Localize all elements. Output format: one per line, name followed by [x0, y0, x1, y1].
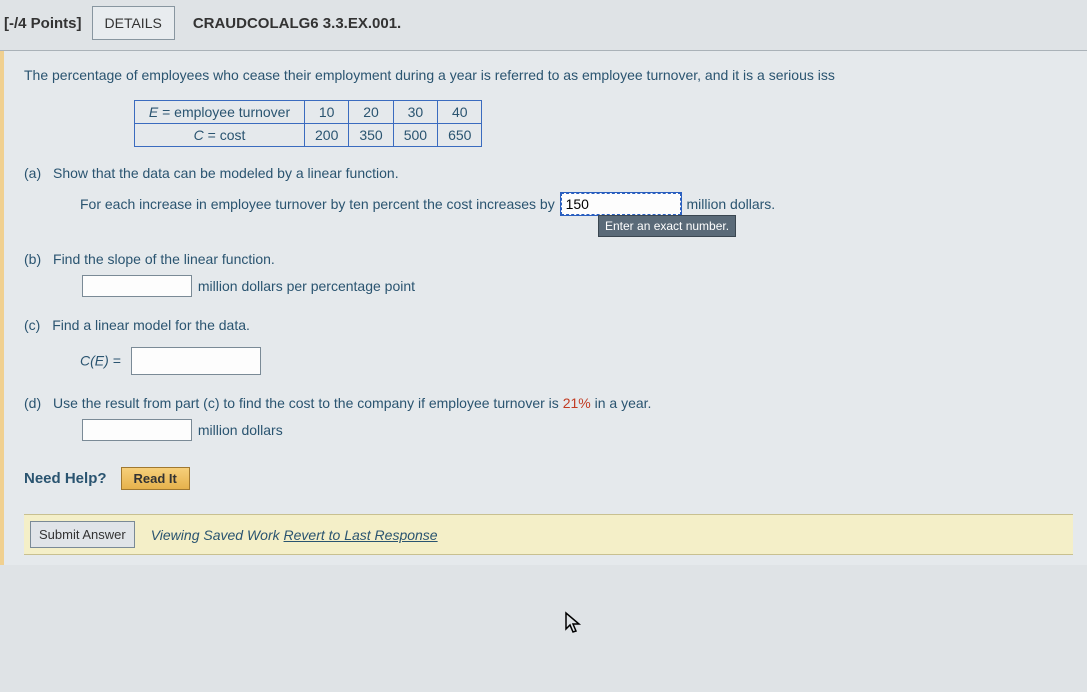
- part-a: (a) Show that the data can be modeled by…: [24, 165, 1073, 215]
- part-c-input[interactable]: [131, 347, 261, 375]
- table-row: C = cost 200 350 500 650: [135, 124, 482, 147]
- footer-bar: Submit Answer Viewing Saved Work Revert …: [24, 514, 1073, 555]
- table-cell: 200: [305, 124, 349, 147]
- question-content: The percentage of employees who cease th…: [0, 51, 1087, 565]
- part-d-text-post: in a year.: [591, 395, 652, 411]
- part-a-sentence-post: million dollars.: [686, 196, 775, 212]
- part-b: (b) Find the slope of the linear functio…: [24, 251, 1073, 297]
- part-b-input[interactable]: [82, 275, 192, 297]
- viewing-saved-work: Viewing Saved Work Revert to Last Respon…: [151, 527, 438, 543]
- revert-link[interactable]: Revert to Last Response: [284, 527, 438, 543]
- table-cell: 30: [393, 101, 437, 124]
- part-b-text: Find the slope of the linear function.: [53, 251, 275, 267]
- part-c-label: (c): [24, 317, 40, 333]
- table-cell: 350: [349, 124, 393, 147]
- cursor-icon: [564, 611, 584, 641]
- table-cell: 650: [438, 124, 482, 147]
- part-d: (d) Use the result from part (c) to find…: [24, 395, 1073, 441]
- part-b-unit: million dollars per percentage point: [198, 278, 415, 294]
- part-c-lhs: C(E) =: [80, 353, 121, 369]
- table-cell: 500: [393, 124, 437, 147]
- part-a-input[interactable]: [561, 193, 681, 215]
- part-d-label: (d): [24, 395, 41, 411]
- part-d-input[interactable]: [82, 419, 192, 441]
- row-header-C: C = cost: [135, 124, 305, 147]
- table-cell: 10: [305, 101, 349, 124]
- details-button[interactable]: DETAILS: [92, 6, 175, 40]
- read-it-button[interactable]: Read It: [121, 467, 190, 490]
- submit-answer-button[interactable]: Submit Answer: [30, 521, 135, 548]
- table-cell: 20: [349, 101, 393, 124]
- data-table: E = employee turnover 10 20 30 40 C = co…: [134, 100, 482, 147]
- points-label: [-/4 Points]: [4, 15, 82, 32]
- part-c-text: Find a linear model for the data.: [52, 317, 250, 333]
- table-cell: 40: [438, 101, 482, 124]
- part-d-highlight: 21%: [563, 395, 591, 411]
- input-tooltip: Enter an exact number.: [598, 215, 736, 237]
- part-b-label: (b): [24, 251, 41, 267]
- question-header: [-/4 Points] DETAILS CRAUDCOLALG6 3.3.EX…: [0, 0, 1087, 51]
- row-header-E: E = employee turnover: [135, 101, 305, 124]
- intro-text: The percentage of employees who cease th…: [24, 65, 1073, 86]
- part-c: (c) Find a linear model for the data. C(…: [24, 317, 1073, 375]
- part-a-sentence-pre: For each increase in employee turnover b…: [80, 196, 555, 212]
- problem-id: CRAUDCOLALG6 3.3.EX.001.: [193, 15, 401, 32]
- need-help-label: Need Help?: [24, 470, 107, 487]
- part-d-unit: million dollars: [198, 422, 283, 438]
- table-row: E = employee turnover 10 20 30 40: [135, 101, 482, 124]
- part-d-text-pre: Use the result from part (c) to find the…: [53, 395, 563, 411]
- part-a-text: Show that the data can be modeled by a l…: [53, 165, 399, 181]
- part-a-label: (a): [24, 165, 41, 181]
- help-row: Need Help? Read It: [24, 467, 1073, 490]
